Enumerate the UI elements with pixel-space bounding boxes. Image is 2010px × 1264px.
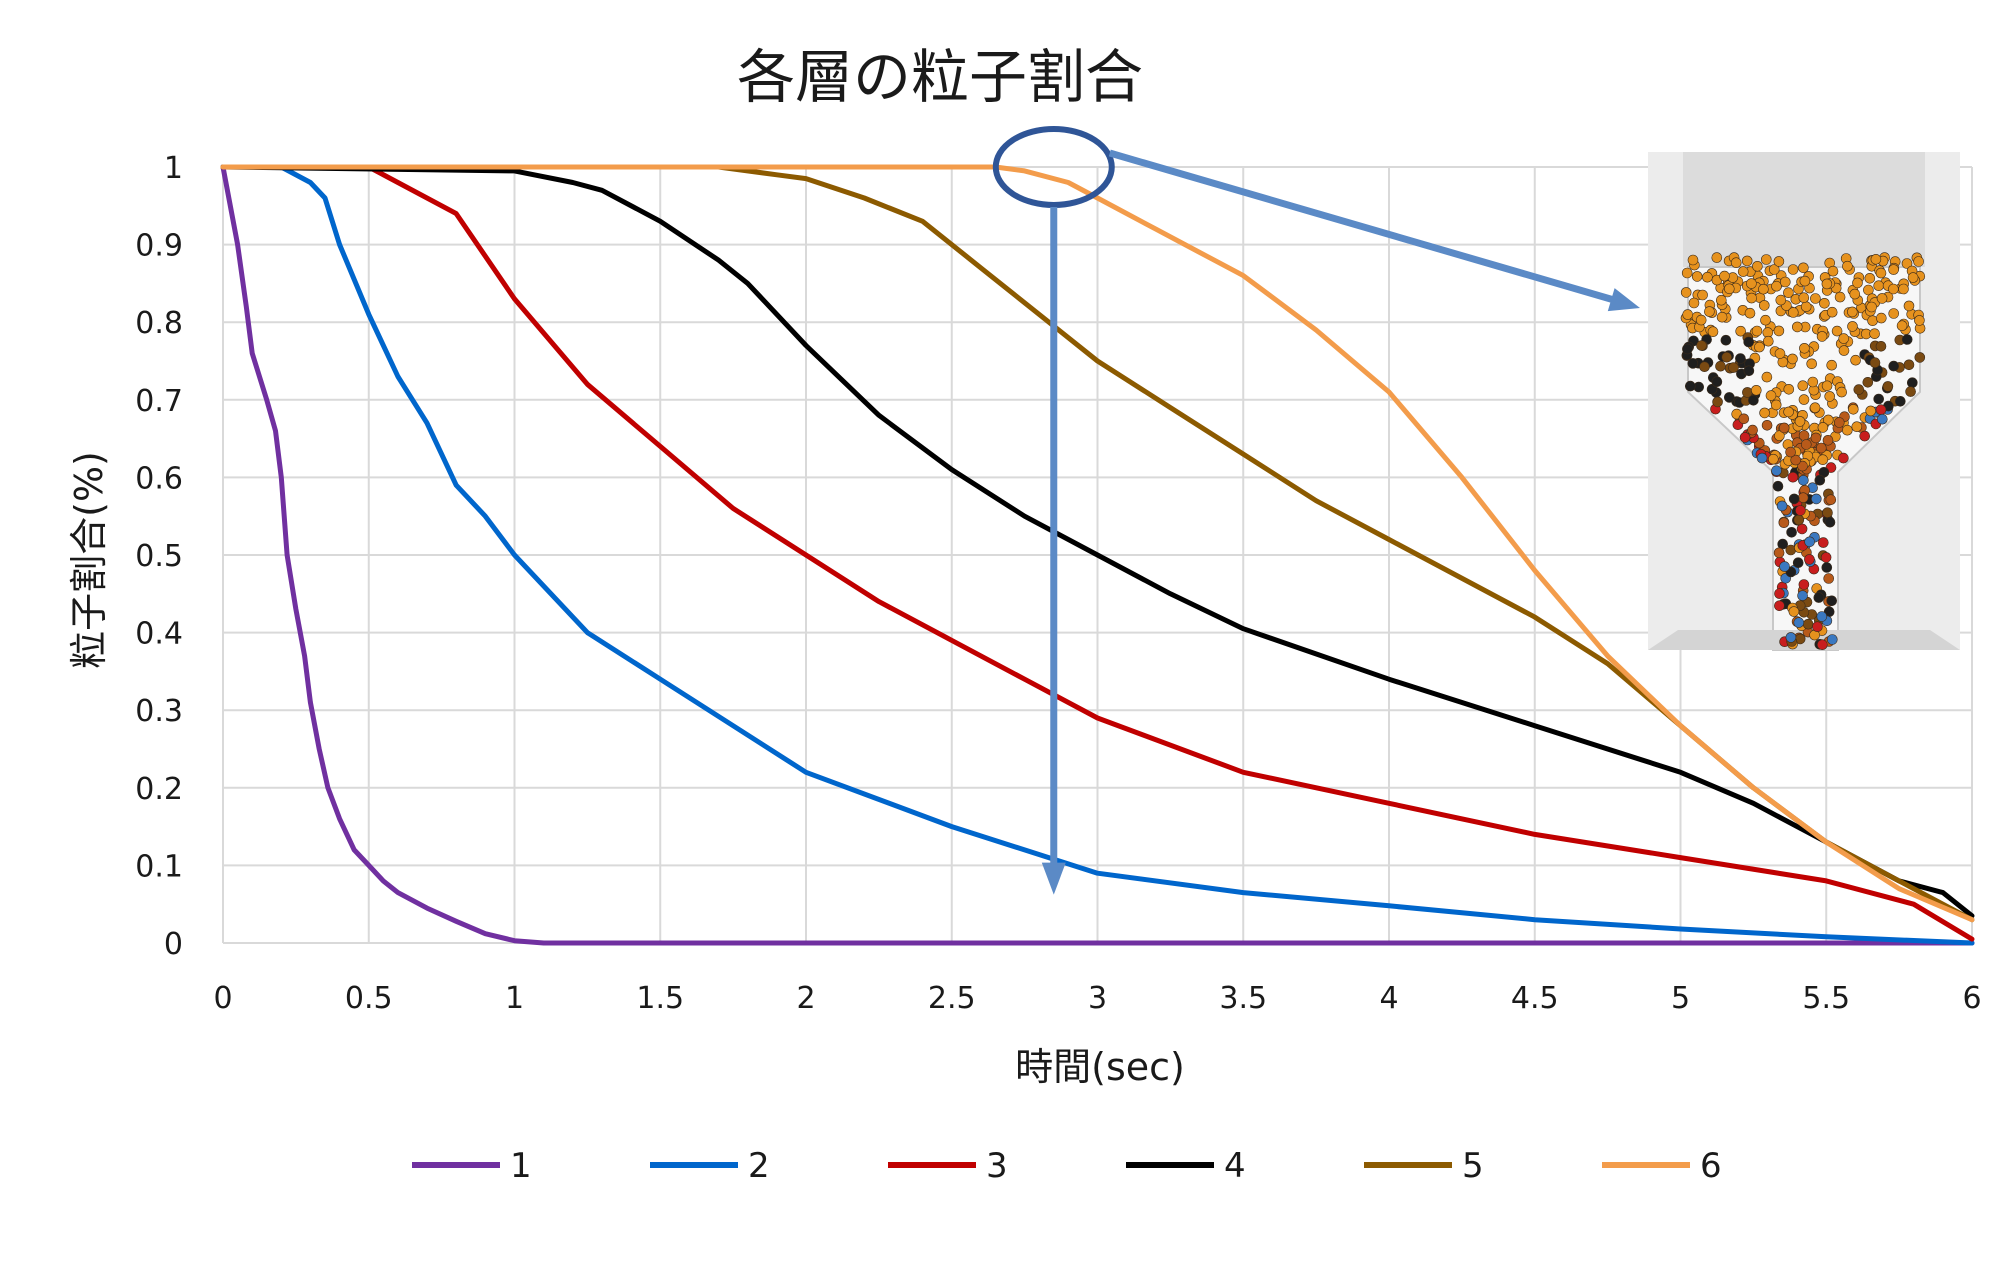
y-tick-label: 0.9 [135,229,183,264]
legend-label: 6 [1700,1146,1722,1186]
series-lines [220,164,1975,946]
chart-title: 各層の粒子割合 [737,43,1143,111]
series-line-3 [220,164,1975,942]
legend-item-4: 4 [1126,1146,1246,1186]
y-tick-label: 0.6 [135,461,183,496]
hopper-upper-wall [1683,152,1925,267]
y-tick-label: 0.2 [135,772,183,807]
highlight-circle [992,126,1115,208]
y-tick-label: 0 [164,927,183,962]
y-tick-label: 0.7 [135,384,183,419]
legend-label: 3 [986,1146,1008,1186]
series-line-4 [220,164,1975,919]
particle-cluster [1680,252,1926,651]
y-tick-label: 0.3 [135,694,183,729]
x-tick-label: 3 [1088,981,1107,1016]
legend-item-2: 2 [650,1146,770,1186]
x-tick-label: 5 [1671,981,1690,1016]
x-tick-label: 4 [1379,981,1398,1016]
y-tick-label: 0.5 [135,539,183,574]
x-tick-label: 0.5 [345,981,393,1016]
x-tick-label: 1.5 [636,981,684,1016]
annotation [992,126,1640,895]
y-tick-label: 0.8 [135,306,183,341]
legend-item-1: 1 [412,1146,532,1186]
particle-hopper-simulation-image [1648,152,1960,651]
legend-item-6: 6 [1602,1146,1722,1186]
arrow-down-head [1041,862,1066,895]
legend-label: 2 [748,1146,770,1186]
x-tick-label: 3.5 [1219,981,1267,1016]
x-axis-label: 時間(sec) [1015,1045,1185,1089]
legend-item-3: 3 [888,1146,1008,1186]
series-line-2 [220,164,1975,946]
x-tick-label: 5.5 [1802,981,1850,1016]
legend-label: 5 [1462,1146,1484,1186]
x-tick-label: 1 [505,981,524,1016]
x-tick-label: 4.5 [1511,981,1559,1016]
y-tick-labels: 0 0.1 0.2 0.3 0.4 0.5 0.6 0.7 0.8 0.9 1 [135,151,183,962]
legend-label: 4 [1224,1146,1246,1186]
y-tick-label: 0.1 [135,849,183,884]
legend-label: 1 [510,1146,532,1186]
x-tick-label: 2 [796,981,815,1016]
series-line-1 [220,164,1975,946]
arrow-right-head [1607,288,1640,312]
x-tick-label: 2.5 [928,981,976,1016]
x-tick-label: 6 [1962,981,1981,1016]
y-tick-label: 1 [164,151,183,186]
legend-item-5: 5 [1364,1146,1484,1186]
x-tick-labels: 0 0.5 1 1.5 2 2.5 3 3.5 4 4.5 5 5.5 6 [213,981,1981,1016]
y-axis-label: 粒子割合(%) [67,451,111,669]
y-tick-label: 0.4 [135,617,183,652]
series-line-6 [220,164,1975,923]
x-tick-label: 0 [213,981,232,1016]
arrow-right-shaft [1108,149,1615,304]
legend: 1 2 3 4 5 6 [412,1146,1722,1186]
